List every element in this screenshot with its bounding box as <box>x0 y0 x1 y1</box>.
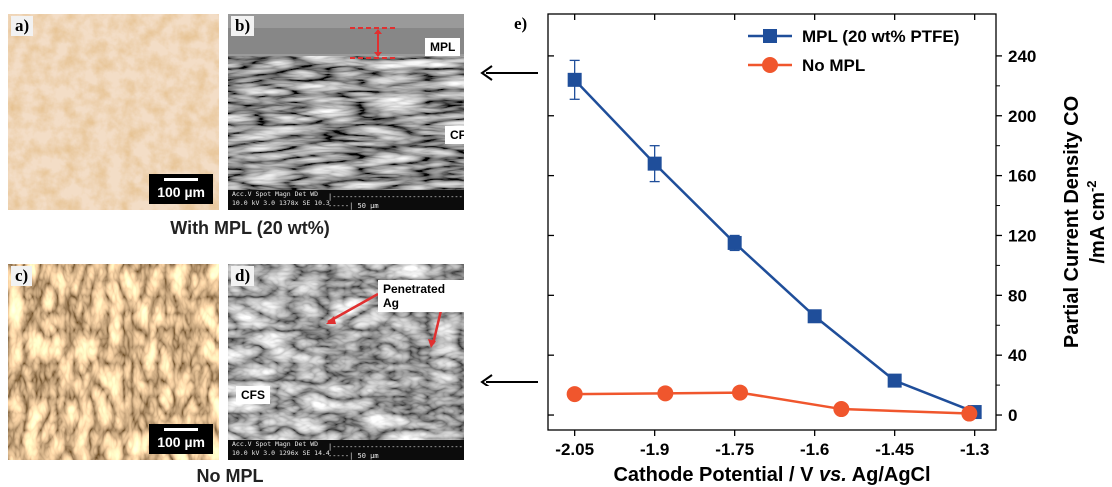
x-tick-label: -1.3 <box>960 440 989 459</box>
panel-c-micrograph: c) 100 µm <box>8 264 219 460</box>
panel-a-micrograph: a) 100 µm <box>8 14 219 210</box>
data-point-circle <box>657 385 674 402</box>
caption-with-mpl: With MPL (20 wt%) <box>170 218 330 238</box>
data-point-square <box>887 373 902 388</box>
y-tick-label: 0 <box>1008 406 1017 425</box>
scale-bar-line <box>164 178 199 181</box>
y-axis-label-line1: Partial Current Density CO <box>1061 96 1083 348</box>
panel-d-sem-infobar: Acc.V Spot Magn Det WD 10.0 kV 3.0 1296x… <box>228 440 464 460</box>
panel-a-label: a) <box>11 16 34 36</box>
sem-scale: |------------------------------------| 5… <box>328 443 463 460</box>
x-tick-label: -1.75 <box>715 440 754 459</box>
data-point-square <box>567 72 582 87</box>
panel-c-label: c) <box>11 266 33 286</box>
y-tick-label: 120 <box>1008 226 1036 245</box>
sem-info-line2: 10.0 kV 3.0 1378x SE 10.3 <box>232 199 330 207</box>
y-tick-label: 200 <box>1008 107 1036 126</box>
legend-marker-square <box>763 29 777 43</box>
data-point-circle <box>566 386 583 403</box>
y-tick-label: 240 <box>1008 47 1036 66</box>
series-line-2 <box>574 391 970 415</box>
legend-label-2: No MPL <box>802 56 865 75</box>
caption-no-mpl: No MPL <box>196 466 264 486</box>
data-point-square <box>807 309 822 324</box>
panel-d-texture <box>228 264 464 460</box>
legend-marker-circle <box>762 57 778 73</box>
mpl-layer-label: MPL <box>425 38 461 56</box>
data-point-circle <box>732 384 748 401</box>
panel-b-cfs-label: CFS <box>445 126 464 144</box>
panel-b-label: b) <box>231 16 255 36</box>
series-line-1 <box>573 78 976 414</box>
data-point-square <box>727 235 742 250</box>
scale-bar-line <box>164 428 199 431</box>
panel-a-texture <box>8 14 219 210</box>
sem-scale: |------------------------------------| 5… <box>328 193 463 210</box>
panel-d-sem: d) Penetrated Ag CFS Acc.V Spot Magn Det… <box>228 264 464 460</box>
sem-info-line2: 10.0 kV 3.0 1296x SE 14.4 <box>232 449 330 457</box>
sem-info-line1: Acc.V Spot Magn Det WD <box>232 190 319 198</box>
panel-c-scale-bar: 100 µm <box>149 424 213 454</box>
data-point-circle <box>961 405 978 422</box>
panel-a-scale-text: 100 µm <box>157 184 205 200</box>
arrow-bottom-icon <box>480 374 493 386</box>
data-point-circle <box>833 401 850 418</box>
plot-frame <box>547 13 997 431</box>
penetrated-ag-label: Penetrated Ag <box>378 280 464 312</box>
y-tick-label: 160 <box>1008 167 1036 186</box>
y-tick-label: 80 <box>1008 286 1027 305</box>
panel-c-scale-text: 100 µm <box>157 434 205 450</box>
panel-a-scale-bar: 100 µm <box>149 174 213 204</box>
x-tick-label: -2.05 <box>555 440 594 459</box>
legend-label-1: MPL (20 wt% PTFE) <box>802 27 959 46</box>
panel-b-texture <box>228 14 464 210</box>
x-tick-label: -1.45 <box>875 440 914 459</box>
panel-b-sem: b) MPL CFS Acc.V Spot Magn Det WD 10.0 k… <box>228 14 464 210</box>
panel-d-label: d) <box>231 266 255 286</box>
x-tick-label: -1.6 <box>800 440 829 459</box>
panel-e-label: e) <box>514 14 528 33</box>
arrow-top-icon <box>480 65 493 81</box>
sem-info-line1: Acc.V Spot Magn Det WD <box>232 440 319 448</box>
data-point-square <box>647 156 662 171</box>
panel-b-sem-infobar: Acc.V Spot Magn Det WD 10.0 kV 3.0 1378x… <box>228 190 464 210</box>
y-tick-label: 40 <box>1008 346 1027 365</box>
y-axis-label-line2: /mA cm-2 <box>1084 180 1109 263</box>
x-axis-label: Cathode Potential / V vs. Ag/AgCl <box>613 464 930 486</box>
panel-d-cfs-label: CFS <box>236 386 270 404</box>
y-axis-label: Partial Current Density CO/mA cm-2 <box>1061 96 1109 348</box>
pointer-arrows <box>480 65 538 386</box>
x-tick-label: -1.9 <box>640 440 669 459</box>
